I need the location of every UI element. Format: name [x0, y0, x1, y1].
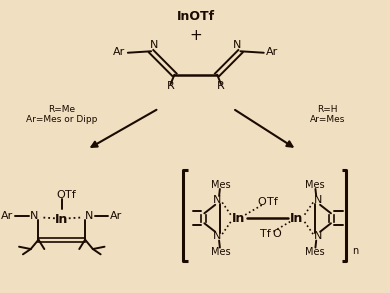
Text: O: O — [272, 229, 281, 239]
Text: Ar: Ar — [110, 211, 122, 221]
Text: R: R — [217, 81, 225, 91]
Text: Mes: Mes — [211, 247, 230, 257]
Text: N: N — [150, 40, 158, 50]
Text: n: n — [352, 246, 358, 255]
Text: N: N — [213, 195, 222, 205]
Text: Tf: Tf — [267, 197, 278, 207]
Text: R=H
Ar=Mes: R=H Ar=Mes — [310, 105, 346, 124]
Text: R=Me
Ar=Mes or Dipp: R=Me Ar=Mes or Dipp — [26, 105, 98, 124]
Text: N: N — [30, 211, 38, 221]
Text: N: N — [314, 231, 322, 241]
Text: R: R — [167, 81, 174, 91]
Text: In: In — [290, 212, 303, 225]
Text: Ar: Ar — [113, 47, 126, 57]
Text: N: N — [314, 195, 322, 205]
Text: O: O — [56, 190, 65, 200]
Text: Mes: Mes — [305, 247, 324, 257]
Text: N: N — [85, 211, 94, 221]
Text: In: In — [55, 213, 69, 226]
Text: N: N — [213, 231, 222, 241]
Text: InOTf: InOTf — [177, 10, 215, 23]
Text: +: + — [190, 28, 202, 43]
Text: Ar: Ar — [266, 47, 278, 57]
Text: Tf: Tf — [65, 190, 76, 200]
Text: Ar: Ar — [1, 211, 14, 221]
Text: Mes: Mes — [211, 180, 230, 190]
Text: O: O — [257, 197, 266, 207]
Text: Tf: Tf — [261, 229, 271, 239]
Text: N: N — [233, 40, 241, 50]
Text: In: In — [232, 212, 245, 225]
Text: Mes: Mes — [305, 180, 324, 190]
